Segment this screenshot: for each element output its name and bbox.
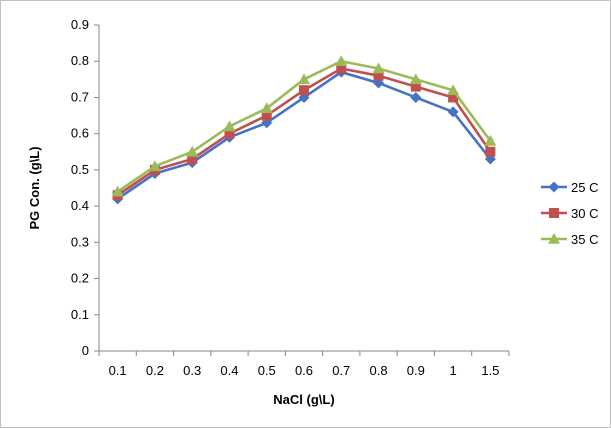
y-tick-label: 0.3 — [71, 234, 89, 249]
x-tick-label: 0.5 — [258, 363, 276, 378]
x-tick-label: 0.1 — [109, 363, 127, 378]
data-point-series-2 — [447, 84, 460, 95]
y-tick-label: 0.2 — [71, 271, 89, 286]
x-tick-label: 0.3 — [183, 363, 201, 378]
data-point-series-2 — [260, 102, 273, 114]
data-point-series-2 — [484, 134, 497, 146]
x-tick-label: 0.2 — [146, 363, 164, 378]
y-tick-label: 0.8 — [71, 53, 89, 68]
x-tick-label: 1 — [449, 363, 456, 378]
y-tick-label: 0.4 — [71, 198, 89, 213]
x-tick-label: 0.9 — [407, 363, 425, 378]
x-axis-title: NaCl (g\L) — [273, 392, 334, 407]
y-tick-label: 0.7 — [71, 89, 89, 104]
x-tick-label: 0.6 — [295, 363, 313, 378]
y-tick-label: 0.6 — [71, 126, 89, 141]
legend-marker-2 — [548, 233, 560, 244]
x-tick-label: 0.4 — [220, 363, 238, 378]
data-point-series-1 — [373, 70, 384, 81]
data-point-series-2 — [372, 62, 385, 74]
x-tick-label: 1.5 — [481, 363, 499, 378]
data-point-series-2 — [335, 55, 348, 67]
data-point-series-2 — [111, 185, 124, 197]
data-point-series-1 — [299, 85, 309, 96]
data-point-series-1 — [336, 63, 347, 74]
x-tick-label: 0.8 — [370, 363, 388, 378]
y-tick-label: 0 — [82, 343, 89, 358]
data-point-series-2 — [186, 145, 199, 157]
legend-label-2: 35 C — [571, 232, 598, 247]
y-tick-label: 0.1 — [71, 307, 89, 322]
legend-label-1: 30 C — [571, 206, 598, 221]
data-point-series-1 — [448, 92, 459, 103]
legend-label-0: 25 C — [571, 180, 598, 195]
data-point-series-1 — [261, 110, 272, 121]
legend-marker-1 — [549, 208, 559, 218]
data-point-series-0 — [447, 106, 459, 118]
data-point-series-2 — [148, 160, 161, 172]
data-point-series-1 — [410, 81, 421, 92]
y-tick-label: 0.9 — [71, 17, 89, 32]
data-point-series-2 — [223, 120, 236, 132]
data-point-series-0 — [410, 91, 422, 103]
data-point-series-1 — [187, 154, 198, 165]
data-point-series-1 — [485, 146, 496, 157]
y-axis-title: PG Con. (g\L) — [27, 146, 42, 229]
x-tick-label: 0.7 — [332, 363, 350, 378]
data-point-series-2 — [409, 73, 422, 85]
data-point-series-2 — [298, 73, 310, 85]
legend-marker-0 — [548, 181, 560, 193]
y-tick-label: 0.5 — [71, 162, 89, 177]
data-point-series-1 — [224, 128, 235, 139]
